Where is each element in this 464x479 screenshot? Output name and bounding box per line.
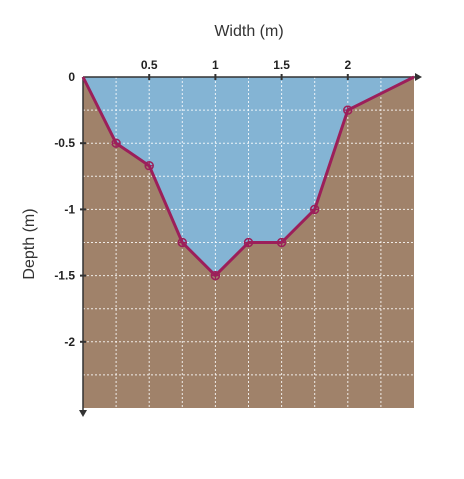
data-point (276, 237, 287, 248)
data-point (111, 138, 121, 148)
data-points (111, 105, 353, 281)
x-tick-label: 1 (212, 58, 219, 72)
x-tick-label: 1.5 (273, 58, 290, 72)
x-tick-label: 2 (344, 58, 351, 72)
y-axis-label: Depth (m) (21, 208, 38, 279)
profile-line (81, 75, 415, 278)
tick-labels: 0.5 1 1.5 2 0 -0.5 -1 -1.5 -2 (54, 58, 351, 349)
data-point (144, 160, 154, 171)
profile-polyline (81, 75, 415, 278)
data-point (210, 270, 221, 281)
y-tick-label: -0.5 (54, 136, 75, 150)
x-axis-arrow (415, 73, 422, 81)
y-tick-label: 0 (68, 70, 75, 84)
y-tick-label: -1 (64, 202, 75, 216)
x-axis-label: Width (m) (214, 23, 283, 40)
y-tick-label: -2 (64, 335, 75, 349)
axes (79, 73, 422, 417)
data-point (243, 237, 254, 248)
y-tick-label: -1.5 (54, 269, 75, 283)
data-point (309, 204, 320, 215)
data-point (343, 105, 353, 115)
y-axis-arrow (79, 410, 87, 417)
x-tick-label: 0.5 (141, 58, 158, 72)
data-point (177, 237, 188, 248)
